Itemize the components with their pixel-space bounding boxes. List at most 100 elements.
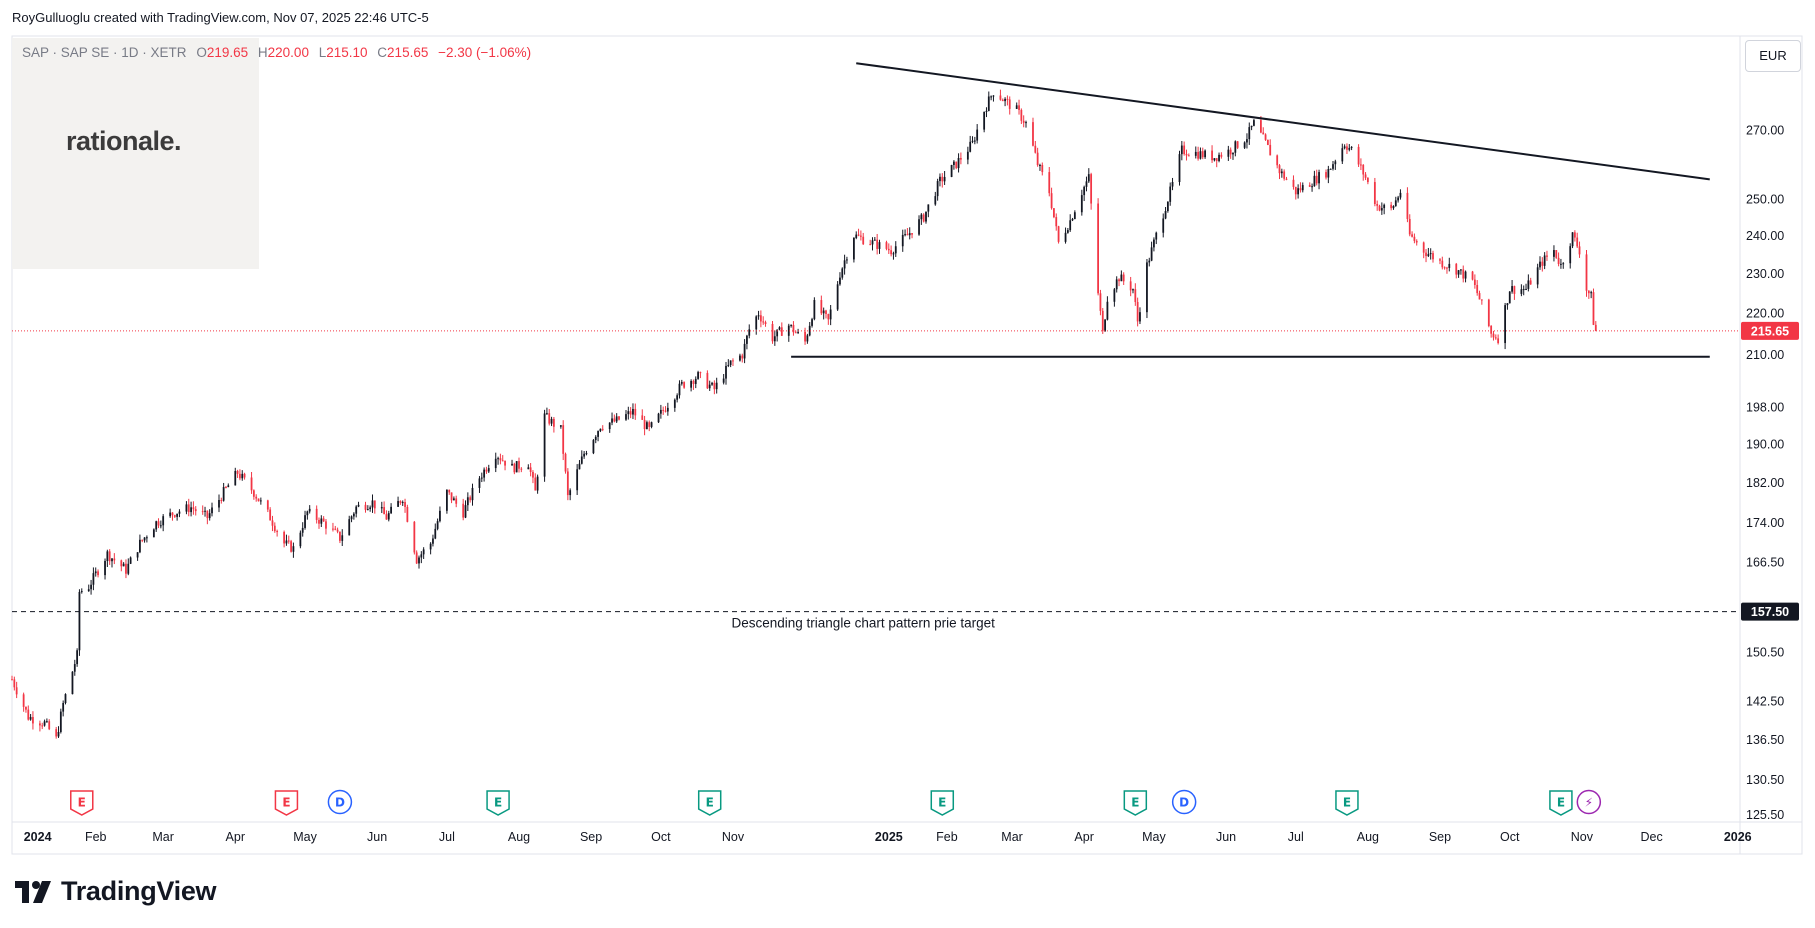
candle bbox=[911, 233, 913, 239]
candle bbox=[1390, 201, 1393, 211]
candle-body bbox=[339, 531, 341, 541]
candle-body bbox=[152, 529, 155, 538]
candle bbox=[1513, 285, 1516, 300]
candle-body bbox=[1283, 171, 1286, 179]
candle bbox=[825, 309, 827, 319]
candle-body bbox=[594, 436, 597, 441]
candle bbox=[725, 361, 727, 385]
candle bbox=[422, 547, 425, 559]
y-tick-label: 166.50 bbox=[1746, 555, 1784, 569]
candle bbox=[1071, 217, 1074, 222]
candle-body bbox=[1508, 291, 1511, 304]
candle bbox=[1178, 150, 1181, 186]
candle-body bbox=[1455, 263, 1458, 275]
event-badge bbox=[1171, 789, 1197, 815]
candle-body bbox=[1280, 171, 1283, 174]
earnings-event-icon[interactable]: E bbox=[486, 790, 510, 816]
candle-body bbox=[283, 531, 286, 544]
candle bbox=[922, 213, 925, 223]
candle bbox=[1506, 303, 1509, 310]
candle bbox=[664, 406, 667, 413]
earnings-event-icon[interactable]: E bbox=[1123, 790, 1148, 816]
candle-body bbox=[373, 500, 376, 509]
candle-body bbox=[936, 181, 939, 197]
candle bbox=[534, 473, 537, 491]
candle bbox=[208, 509, 211, 521]
candle bbox=[741, 353, 744, 363]
tradingview-brand[interactable]: TradingView bbox=[15, 876, 217, 907]
candle-body bbox=[448, 489, 451, 493]
candle bbox=[104, 558, 106, 580]
earnings-event-icon[interactable]: E bbox=[697, 790, 722, 816]
candle-body bbox=[1334, 161, 1337, 165]
descending-resistance-line[interactable] bbox=[856, 62, 1710, 181]
candle-body bbox=[322, 518, 325, 522]
currency-button[interactable]: EUR bbox=[1745, 40, 1801, 72]
candle-body bbox=[111, 558, 113, 562]
candle-body bbox=[1166, 201, 1169, 212]
candle bbox=[748, 324, 751, 339]
candle bbox=[236, 469, 239, 478]
earnings-event-icon[interactable]: E bbox=[930, 790, 955, 816]
candle bbox=[646, 420, 648, 430]
candle-body bbox=[1415, 240, 1418, 243]
candle bbox=[1573, 230, 1576, 242]
candle-body bbox=[366, 509, 369, 511]
candle bbox=[843, 254, 846, 275]
candle-body bbox=[192, 507, 195, 510]
candle bbox=[1041, 162, 1044, 176]
candle bbox=[94, 567, 97, 577]
candle-body bbox=[1236, 141, 1239, 148]
candle-body bbox=[1229, 149, 1232, 155]
candle-body bbox=[853, 238, 855, 260]
candle-body bbox=[608, 422, 611, 430]
candle bbox=[1229, 147, 1232, 159]
candle bbox=[1194, 146, 1197, 159]
candle bbox=[941, 173, 944, 188]
symbol-label[interactable]: SAP · SAP SE · 1D · XETR bbox=[22, 45, 187, 60]
candle-body bbox=[520, 468, 523, 470]
candle-body bbox=[939, 176, 941, 182]
candle bbox=[1048, 167, 1051, 197]
candle-body bbox=[597, 431, 599, 437]
candle-body bbox=[513, 463, 516, 473]
candle bbox=[869, 239, 872, 246]
candle-body bbox=[287, 540, 290, 542]
x-tick-label: Mar bbox=[152, 830, 174, 844]
earnings-event-icon[interactable]: E bbox=[1335, 790, 1359, 816]
high-value: 220.00 bbox=[267, 45, 309, 60]
candle-body bbox=[1004, 98, 1006, 102]
candle bbox=[1487, 298, 1490, 328]
candle bbox=[1215, 157, 1218, 168]
candle-body bbox=[236, 470, 239, 474]
candle-body bbox=[1041, 164, 1044, 173]
candle bbox=[176, 513, 179, 521]
candle-body bbox=[1069, 220, 1072, 231]
candle-body bbox=[576, 469, 579, 491]
earnings-event-icon[interactable]: E bbox=[1549, 790, 1573, 816]
candle bbox=[692, 379, 695, 390]
candle bbox=[608, 422, 611, 433]
candle-body bbox=[646, 422, 648, 430]
earnings-down-event-icon[interactable]: E bbox=[274, 790, 299, 816]
candle bbox=[676, 393, 679, 403]
candle bbox=[1334, 159, 1337, 170]
candle bbox=[1497, 334, 1500, 345]
candle-body bbox=[920, 214, 923, 220]
candle bbox=[1134, 283, 1137, 306]
x-tick-label: Feb bbox=[85, 830, 107, 844]
candle-body bbox=[471, 487, 474, 501]
candle-body bbox=[1246, 139, 1248, 143]
candle-body bbox=[1357, 146, 1360, 165]
dividend-event-icon[interactable]: D bbox=[327, 789, 353, 815]
split-event-icon[interactable]: ⚡ bbox=[1576, 789, 1602, 815]
candle-body bbox=[1473, 279, 1476, 285]
candle bbox=[332, 522, 334, 532]
candle bbox=[155, 520, 158, 532]
candle bbox=[73, 659, 76, 676]
dividend-event-icon[interactable]: D bbox=[1171, 789, 1197, 815]
earnings-down-event-icon[interactable]: E bbox=[70, 790, 94, 816]
candle-body bbox=[990, 96, 993, 98]
candle-body bbox=[41, 725, 44, 727]
